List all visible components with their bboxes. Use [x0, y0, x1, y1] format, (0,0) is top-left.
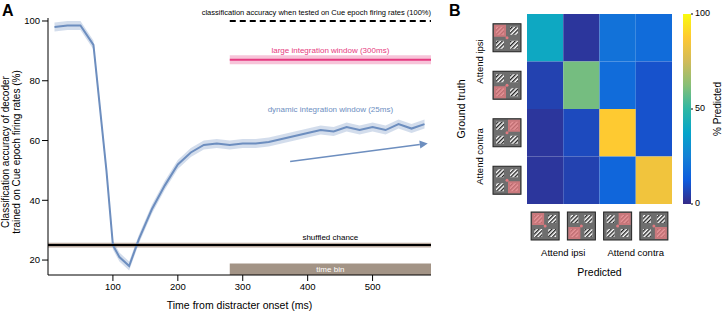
svg-text:shuffled chance: shuffled chance [302, 233, 358, 242]
svg-text:100: 100 [24, 15, 40, 26]
svg-text:large integration window (300m: large integration window (300ms) [271, 46, 389, 55]
svg-text:20: 20 [29, 254, 40, 265]
svg-text:Time from distracter onset (ms: Time from distracter onset (ms) [167, 299, 312, 311]
svg-text:100: 100 [695, 8, 710, 18]
svg-text:dynamic integration window (25: dynamic integration window (25ms) [268, 105, 394, 114]
svg-text:Ground truth: Ground truth [455, 79, 467, 138]
svg-text:Attend ipsi: Attend ipsi [541, 247, 585, 258]
svg-text:400: 400 [300, 281, 316, 292]
svg-text:time bin: time bin [316, 265, 344, 274]
svg-text:60: 60 [29, 135, 40, 146]
svg-text:300: 300 [235, 281, 251, 292]
svg-text:trained on Cue epoch firing ra: trained on Cue epoch firing rates (%) [11, 70, 22, 233]
svg-text:500: 500 [365, 281, 381, 292]
svg-text:Classification accuracy of dec: Classification accuracy of decoder [0, 75, 11, 227]
svg-text:B: B [449, 2, 461, 19]
svg-text:Attend contra: Attend contra [474, 128, 485, 185]
svg-text:Attend ipsi: Attend ipsi [474, 39, 485, 83]
svg-text:80: 80 [29, 75, 40, 86]
svg-text:% Predicted: % Predicted [712, 82, 722, 136]
svg-text:50: 50 [695, 103, 705, 113]
svg-text:Attend contra: Attend contra [607, 247, 664, 258]
svg-text:classification accuracy when t: classification accuracy when tested on C… [202, 8, 432, 17]
svg-text:40: 40 [29, 195, 40, 206]
svg-text:0: 0 [695, 198, 700, 208]
svg-text:Predicted: Predicted [577, 266, 622, 278]
svg-text:A: A [2, 2, 14, 19]
svg-text:200: 200 [170, 281, 186, 292]
svg-text:100: 100 [105, 281, 121, 292]
